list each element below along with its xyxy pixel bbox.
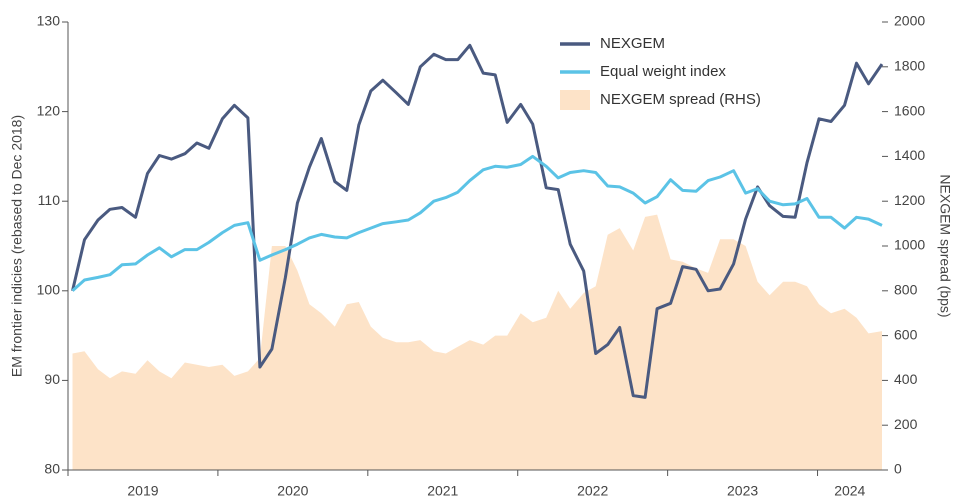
x-tick-label: 2022	[577, 483, 608, 499]
legend-label: NEXGEM	[600, 35, 665, 52]
x-tick-label: 2024	[834, 483, 865, 499]
y2-tick-label: 2000	[894, 13, 925, 29]
y-tick-label: 110	[38, 192, 61, 208]
y-tick-label: 90	[44, 371, 60, 387]
x-tick-label: 2019	[127, 483, 158, 499]
line	[71, 43, 884, 399]
y-tick-label: 120	[37, 102, 61, 118]
area	[72, 214, 882, 470]
y2-tick-label: 200	[894, 416, 918, 432]
legend-label: NEXGEM spread (RHS)	[600, 91, 761, 108]
y2-tick-label: 1400	[894, 147, 925, 163]
x-tick-label: 2023	[727, 483, 758, 499]
x-tick-label: 2021	[427, 483, 458, 499]
y2-tick-label: 1800	[894, 58, 925, 74]
x-tick-label: 2020	[277, 483, 308, 499]
y2-tick-label: 0	[894, 461, 902, 477]
y2-tick-label: 1600	[894, 102, 925, 118]
y2-axis-label: NEXGEM spread (bps)	[937, 174, 953, 317]
y-tick-label: 130	[37, 13, 61, 29]
y2-tick-label: 1200	[894, 192, 925, 208]
y-tick-label: 80	[44, 461, 60, 477]
y2-tick-label: 400	[894, 371, 918, 387]
y-axis-label: EM frontier indicies (rebased to Dec 201…	[9, 115, 25, 377]
legend-swatch	[560, 90, 590, 110]
y-tick-label: 100	[37, 282, 61, 298]
legend-label: Equal weight index	[600, 63, 726, 80]
y2-tick-label: 600	[894, 326, 918, 342]
line	[71, 154, 883, 292]
y2-tick-label: 1000	[894, 237, 925, 253]
y2-tick-label: 800	[894, 282, 918, 298]
